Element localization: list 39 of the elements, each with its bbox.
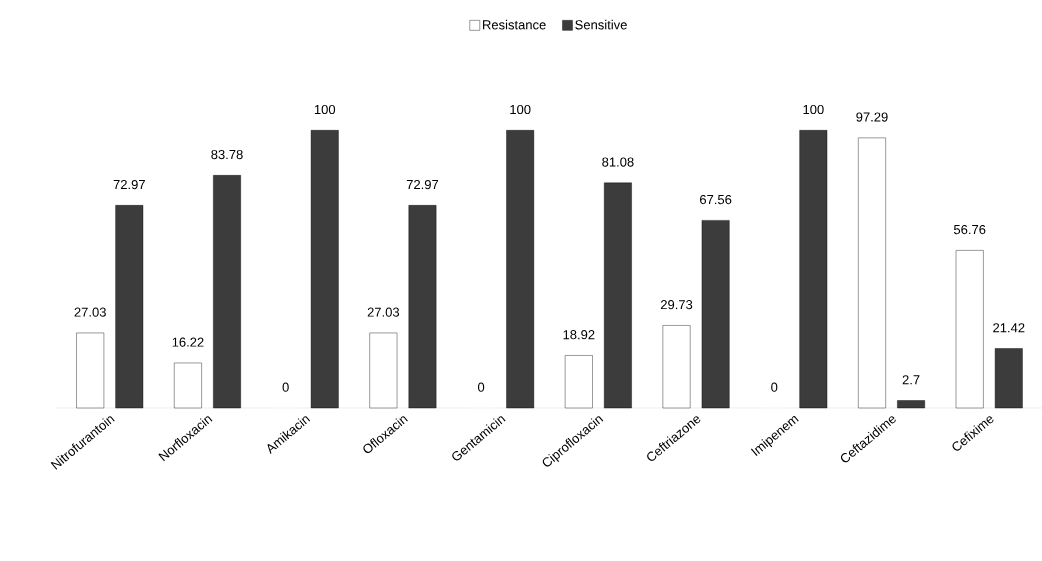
bar (76, 332, 105, 409)
data-label: 2.7 (902, 375, 920, 385)
data-label: 100 (314, 104, 336, 115)
data-label: 16.22 (172, 337, 204, 347)
bar (701, 220, 730, 409)
data-label: 27.03 (74, 307, 106, 317)
bar (408, 205, 437, 409)
data-label: 18.92 (563, 330, 595, 340)
bar (115, 205, 144, 409)
data-label: 97.29 (856, 112, 888, 122)
bar (662, 325, 691, 409)
data-label: 67.56 (700, 194, 732, 205)
data-label: 0 (282, 382, 289, 392)
bar (799, 130, 828, 409)
data-label: 0 (477, 382, 485, 392)
bar (858, 137, 886, 409)
data-label: 29.73 (660, 300, 693, 310)
data-label: 100 (510, 104, 531, 115)
bar (897, 400, 925, 409)
bar (564, 355, 593, 409)
bar (310, 130, 339, 409)
data-label: 81.08 (602, 157, 634, 167)
data-label: 72.97 (113, 179, 145, 190)
legend-label: Resistance (483, 19, 546, 30)
data-label: 21.42 (993, 323, 1025, 333)
data-label: 56.76 (953, 224, 986, 235)
data-label: 100 (803, 104, 824, 115)
data-label: 72.97 (406, 179, 439, 190)
data-label: 0 (771, 382, 778, 392)
data-label: 83.78 (211, 149, 243, 160)
bar (506, 130, 535, 409)
data-label: 27.03 (367, 307, 400, 317)
bar (213, 175, 241, 409)
legend-label: Sensitive (575, 19, 627, 30)
bar (955, 250, 984, 409)
bar (604, 182, 632, 409)
bar (174, 362, 202, 409)
bar (369, 332, 398, 409)
bar (994, 348, 1023, 409)
